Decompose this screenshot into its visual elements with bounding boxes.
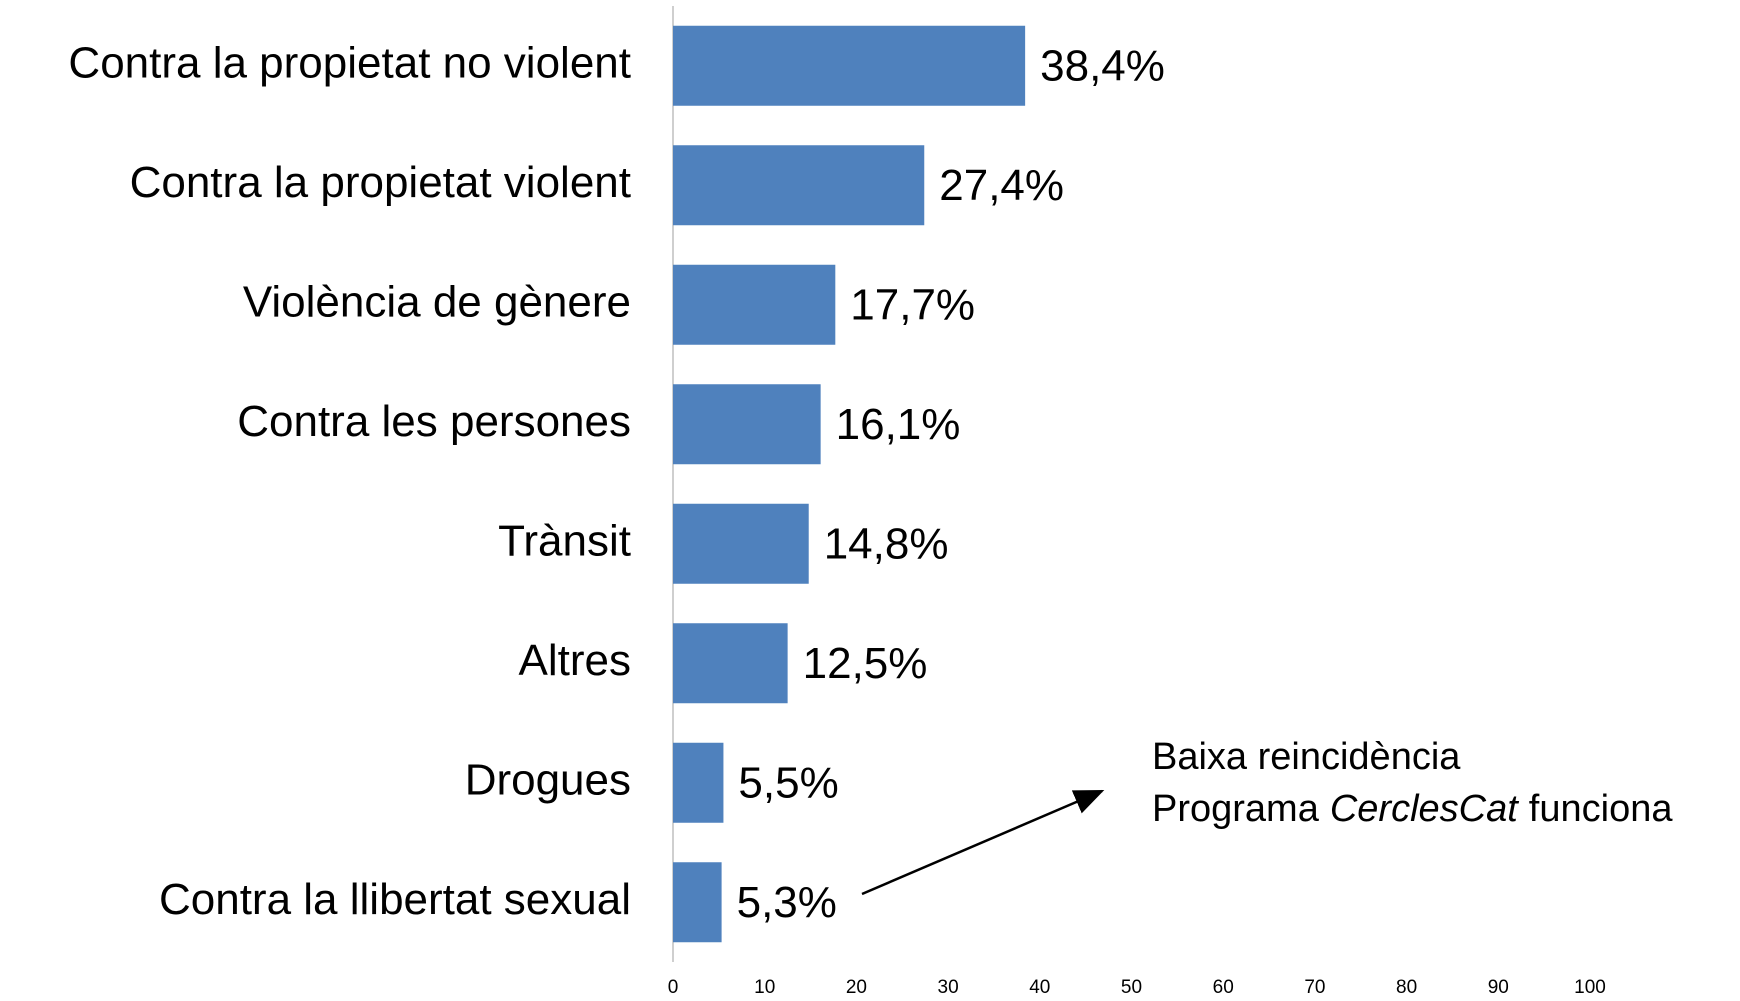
- value-label: 27,4%: [939, 161, 1064, 210]
- x-tick-label: 50: [1121, 977, 1142, 998]
- category-label: Altres: [519, 636, 631, 685]
- value-label: 38,4%: [1040, 41, 1165, 90]
- category-label: Trànsit: [498, 516, 631, 565]
- x-tick-label: 20: [846, 977, 867, 998]
- bar: [673, 742, 724, 823]
- bar: [673, 862, 722, 943]
- bar: [673, 384, 821, 465]
- value-label: 5,5%: [738, 758, 838, 807]
- annotation-arrow: [861, 789, 1105, 896]
- value-label: 5,3%: [737, 878, 837, 927]
- annotation: Programa CerclesCat funciona: [1152, 788, 1673, 830]
- annotation-part: Programa: [1152, 788, 1320, 830]
- bar: [673, 145, 925, 226]
- category-label: Violència de gènere: [243, 277, 631, 326]
- value-label: 14,8%: [824, 519, 949, 568]
- annotation-part: funciona: [1529, 788, 1674, 830]
- x-tick-label: 80: [1396, 977, 1417, 998]
- annotation: Baixa reincidència: [1152, 736, 1461, 778]
- category-label: Drogues: [465, 755, 631, 804]
- category-label: Contra la propietat violent: [130, 158, 631, 207]
- value-label: 12,5%: [803, 639, 928, 688]
- x-tick-label: 70: [1304, 977, 1325, 998]
- x-tick-label: 90: [1488, 977, 1509, 998]
- x-tick-label: 0: [668, 977, 679, 998]
- category-label: Contra la propietat no violent: [68, 38, 631, 87]
- x-tick-label: 60: [1213, 977, 1234, 998]
- bar: [673, 503, 809, 584]
- bar: [673, 25, 1026, 106]
- category-label: Contra la llibertat sexual: [159, 875, 631, 924]
- category-label: Contra les persones: [237, 397, 631, 446]
- x-tick-label: 40: [1029, 977, 1050, 998]
- bar: [673, 264, 836, 345]
- x-tick-label: 10: [754, 977, 775, 998]
- x-tick-label: 30: [938, 977, 959, 998]
- x-tick-label: 100: [1574, 977, 1606, 998]
- bar: [673, 623, 788, 704]
- value-label: 17,7%: [850, 280, 975, 329]
- annotation-part: CerclesCat: [1330, 788, 1519, 830]
- value-label: 16,1%: [836, 400, 961, 449]
